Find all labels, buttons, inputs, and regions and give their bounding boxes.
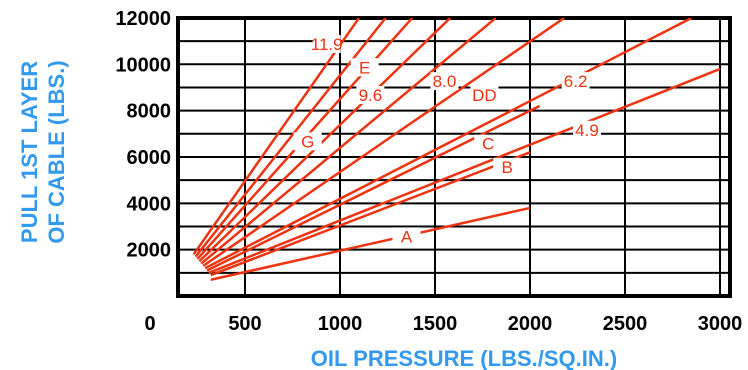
curve-B	[210, 151, 531, 277]
curve-label-B: B	[502, 158, 513, 177]
curve-9-6	[198, 18, 452, 263]
curve-label-background	[470, 86, 499, 105]
x-tick-label: 2000	[508, 313, 553, 335]
curve-label-background	[392, 227, 421, 246]
curve-A	[210, 206, 531, 282]
x-tick-label: 3000	[698, 313, 743, 335]
x-tick-label: 0	[144, 313, 155, 335]
curve-label-background	[356, 86, 385, 105]
curve-DD	[202, 18, 565, 267]
y-axis-title-line-2: OF CABLE (LBS.)	[44, 60, 69, 243]
y-tick-label: 12000	[115, 8, 171, 30]
curve-label-DD: DD	[472, 86, 497, 105]
x-tick-label: 1000	[318, 313, 363, 335]
curve-G	[192, 18, 361, 256]
curve-labels: A B 4.9 C 6.2 DD 8.0 9.6 E 11.9 G	[293, 35, 601, 246]
curve-label-G: G	[301, 132, 314, 151]
curve-label-A: A	[401, 227, 413, 246]
y-tick-label: 8000	[127, 101, 172, 123]
y-tick-label: 2000	[127, 240, 172, 262]
curve-label-11-9: 11.9	[311, 35, 343, 54]
y-tick-labels: 2000 4000 6000 8000 10000 12000	[115, 8, 171, 262]
curve-label-background	[312, 35, 341, 54]
x-tick-label: 1500	[413, 313, 458, 335]
y-tick-label: 6000	[127, 147, 172, 169]
curve-label-background	[430, 72, 459, 91]
curve-label-background	[493, 157, 522, 176]
curve-label-background	[561, 72, 590, 91]
y-tick-label: 4000	[127, 193, 172, 215]
curve-C	[206, 104, 541, 272]
curve-label-C: C	[482, 135, 494, 154]
curve-label-6-2: 6.2	[564, 72, 588, 91]
curve-11-9	[194, 18, 387, 258]
curve-label-background	[573, 120, 601, 139]
plot-frame	[176, 16, 732, 298]
x-axis-title: OIL PRESSURE (LBS./SQ.IN.)	[311, 346, 617, 370]
x-tick-labels: 0 500 1000 1500 2000 2500 3000	[144, 313, 742, 335]
curve-label-E: E	[359, 58, 370, 77]
curves	[192, 18, 721, 282]
curve-6-2	[204, 18, 693, 270]
y-tick-label: 10000	[115, 54, 171, 76]
curve-label-background	[474, 134, 503, 153]
x-tick-label: 500	[228, 313, 261, 335]
y-axis-title-line-1: PULL 1ST LAYER	[17, 61, 42, 243]
curve-label-4-9: 4.9	[575, 121, 599, 140]
curve-label-background	[293, 132, 322, 151]
curve-4-9	[208, 67, 721, 274]
x-tick-label: 2500	[603, 313, 648, 335]
curve-label-8-0: 8.0	[433, 72, 457, 91]
curve-8-0	[200, 18, 497, 265]
curve-label-background	[350, 58, 379, 77]
curve-label-9-6: 9.6	[359, 86, 383, 105]
